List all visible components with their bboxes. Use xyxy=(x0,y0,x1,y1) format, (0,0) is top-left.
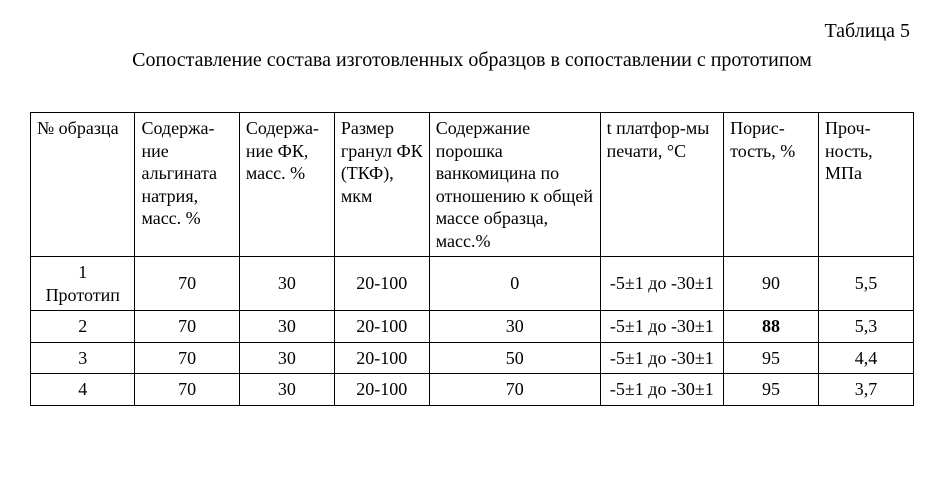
page: Таблица 5 Сопоставление состава изготовл… xyxy=(0,0,944,406)
cell-fk: 30 xyxy=(239,374,334,406)
cell-temp: -5±1 до -30±1 xyxy=(600,374,723,406)
cell-vanc: 0 xyxy=(429,257,600,311)
cell-vanc: 70 xyxy=(429,374,600,406)
cell-granule: 20-100 xyxy=(334,311,429,343)
cell-sample: 1Прототип xyxy=(31,257,135,311)
table-row: 2703020-10030-5±1 до -30±1885,3 xyxy=(31,311,914,343)
cell-alginate: 70 xyxy=(135,374,239,406)
col-alginate: Содержа-ние альгината натрия, масс. % xyxy=(135,113,239,257)
col-sample: № образца xyxy=(31,113,135,257)
cell-porosity: 95 xyxy=(724,374,819,406)
cell-porosity: 88 xyxy=(724,311,819,343)
cell-granule: 20-100 xyxy=(334,374,429,406)
cell-alginate: 70 xyxy=(135,342,239,374)
cell-sample: 3 xyxy=(31,342,135,374)
cell-fk: 30 xyxy=(239,257,334,311)
table-row: 4703020-10070-5±1 до -30±1953,7 xyxy=(31,374,914,406)
cell-vanc: 30 xyxy=(429,311,600,343)
col-porosity: Порис-тость, % xyxy=(724,113,819,257)
cell-strength: 5,5 xyxy=(819,257,914,311)
col-vanc: Содержание порошка ванкомицина по отноше… xyxy=(429,113,600,257)
table-header-row: № образца Содержа-ние альгината натрия, … xyxy=(31,113,914,257)
cell-porosity: 90 xyxy=(724,257,819,311)
cell-fk: 30 xyxy=(239,311,334,343)
cell-temp: -5±1 до -30±1 xyxy=(600,342,723,374)
cell-temp: -5±1 до -30±1 xyxy=(600,257,723,311)
col-fk: Содержа-ние ФК, масс. % xyxy=(239,113,334,257)
table-body: 1Прототип703020-1000-5±1 до -30±1905,527… xyxy=(31,257,914,406)
table-label: Таблица 5 xyxy=(30,20,910,43)
col-temp: t платфор-мы печати, °С xyxy=(600,113,723,257)
cell-granule: 20-100 xyxy=(334,257,429,311)
cell-temp: -5±1 до -30±1 xyxy=(600,311,723,343)
table-caption: Сопоставление состава изготовленных обра… xyxy=(30,49,914,72)
col-strength: Проч-ность, МПа xyxy=(819,113,914,257)
cell-sample: 2 xyxy=(31,311,135,343)
cell-strength: 3,7 xyxy=(819,374,914,406)
table-row: 1Прототип703020-1000-5±1 до -30±1905,5 xyxy=(31,257,914,311)
cell-vanc: 50 xyxy=(429,342,600,374)
cell-porosity: 95 xyxy=(724,342,819,374)
table-row: 3703020-10050-5±1 до -30±1954,4 xyxy=(31,342,914,374)
cell-strength: 4,4 xyxy=(819,342,914,374)
cell-sample: 4 xyxy=(31,374,135,406)
col-granule: Размер гранул ФК (ТКФ), мкм xyxy=(334,113,429,257)
cell-fk: 30 xyxy=(239,342,334,374)
composition-table: № образца Содержа-ние альгината натрия, … xyxy=(30,112,914,406)
cell-granule: 20-100 xyxy=(334,342,429,374)
cell-alginate: 70 xyxy=(135,257,239,311)
cell-alginate: 70 xyxy=(135,311,239,343)
cell-strength: 5,3 xyxy=(819,311,914,343)
